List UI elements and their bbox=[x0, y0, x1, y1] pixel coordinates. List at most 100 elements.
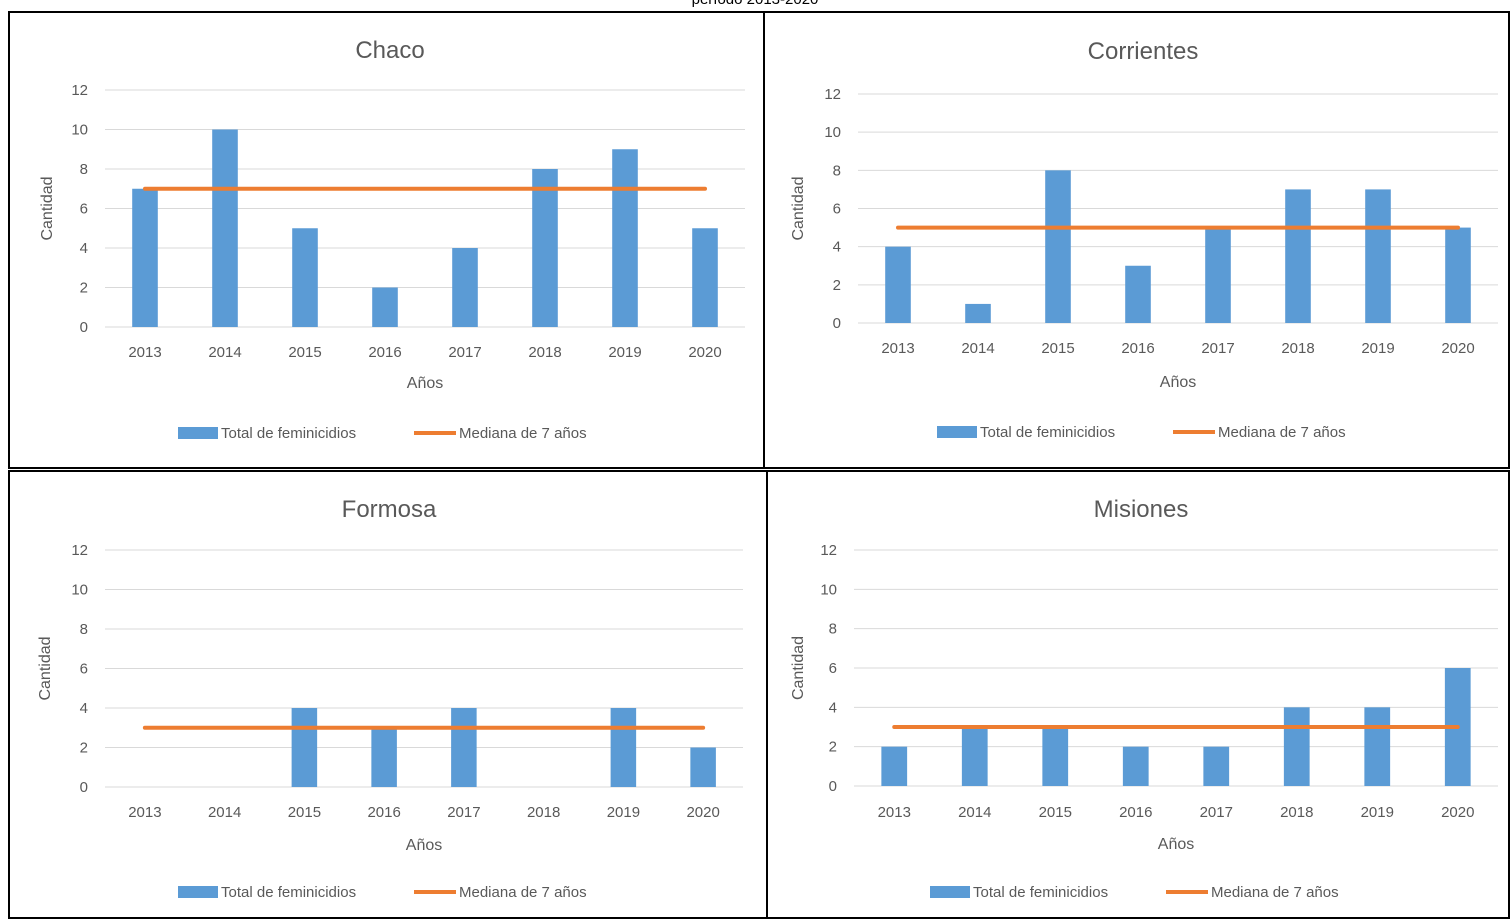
x-tick-label: 2016 bbox=[1121, 340, 1154, 357]
x-tick-label: 2013 bbox=[881, 340, 914, 357]
x-tick-label: 2020 bbox=[688, 344, 721, 361]
x-tick-label: 2014 bbox=[958, 804, 991, 821]
y-tick-label: 12 bbox=[71, 542, 88, 559]
y-tick-label: 12 bbox=[820, 542, 837, 559]
bar bbox=[132, 188, 158, 327]
bar bbox=[1445, 227, 1471, 323]
chart-panel-misiones: Misiones 0 2 4 6 8 10 12 Cantidad 2013 2014 2015 201… bbox=[766, 470, 1510, 919]
y-tick-label: 12 bbox=[824, 86, 841, 103]
x-tick-label: 2019 bbox=[607, 804, 640, 821]
legend-bar-swatch bbox=[930, 886, 970, 898]
bar bbox=[961, 727, 988, 786]
x-tick-label: 2014 bbox=[208, 344, 241, 361]
chart-title: Formosa bbox=[342, 496, 437, 523]
bar bbox=[372, 287, 398, 327]
legend: Total de feminicidios Mediana de 7 años bbox=[930, 884, 1339, 901]
x-tick-label: 2013 bbox=[128, 344, 161, 361]
chart-svg: Corrientes 0 2 4 6 8 10 12 Cantidad 2013 2014 2015 2… bbox=[790, 38, 1498, 441]
legend-bar-swatch bbox=[178, 886, 218, 898]
bar bbox=[885, 246, 911, 323]
bar bbox=[212, 129, 238, 327]
legend: Total de feminicidios Mediana de 7 años bbox=[178, 884, 587, 901]
x-tick-label: 2013 bbox=[128, 804, 161, 821]
y-tick-label: 2 bbox=[80, 740, 88, 757]
y-tick-label: 6 bbox=[80, 201, 88, 218]
chart-panel-chaco: Chaco 0 2 4 6 8 10 12 Cantidad 2013 2014 2015 2016 20… bbox=[8, 11, 765, 469]
y-tick-label: 8 bbox=[80, 621, 88, 638]
x-tick-label: 2019 bbox=[608, 344, 641, 361]
y-tick-label: 4 bbox=[833, 239, 841, 256]
y-tick-label: 10 bbox=[820, 581, 837, 598]
chart-title: Corrientes bbox=[1088, 38, 1199, 65]
legend-line-label: Mediana de 7 años bbox=[459, 884, 587, 901]
y-tick-label: 10 bbox=[71, 122, 88, 139]
y-tick-label: 10 bbox=[824, 124, 841, 141]
y-tick-label: 4 bbox=[80, 240, 88, 257]
bar bbox=[1205, 227, 1231, 323]
legend-bar-label: Total de feminicidios bbox=[973, 884, 1108, 901]
x-axis-label: Años bbox=[1158, 836, 1194, 853]
x-tick-label: 2015 bbox=[288, 804, 321, 821]
bar bbox=[452, 248, 478, 327]
x-tick-label: 2019 bbox=[1361, 340, 1394, 357]
y-tick-label: 10 bbox=[71, 582, 88, 599]
y-tick-label: 8 bbox=[833, 162, 841, 179]
y-tick-label: 0 bbox=[80, 319, 88, 336]
bar bbox=[965, 303, 991, 323]
x-tick-label: 2018 bbox=[1280, 804, 1313, 821]
y-tick-label: 4 bbox=[829, 699, 837, 716]
x-tick-label: 2020 bbox=[686, 804, 719, 821]
bar bbox=[1365, 189, 1391, 323]
y-tick-label: 4 bbox=[80, 700, 88, 717]
bar bbox=[1125, 265, 1151, 323]
x-axis-label: Años bbox=[407, 375, 443, 392]
chart-title: Chaco bbox=[355, 37, 424, 64]
y-tick-label: 2 bbox=[80, 280, 88, 297]
y-tick-label: 0 bbox=[80, 779, 88, 796]
x-tick-label: 2016 bbox=[1119, 804, 1152, 821]
x-axis-label: Años bbox=[406, 837, 442, 854]
legend-line-label: Mediana de 7 años bbox=[459, 425, 587, 442]
bar bbox=[291, 708, 318, 787]
legend-bar-label: Total de feminicidios bbox=[980, 424, 1115, 441]
x-tick-label: 2018 bbox=[1281, 340, 1314, 357]
y-tick-label: 6 bbox=[80, 661, 88, 678]
x-tick-label: 2020 bbox=[1441, 340, 1474, 357]
chart-grid: Chaco 0 2 4 6 8 10 12 Cantidad 2013 2014 2015 2016 20… bbox=[8, 11, 1510, 919]
x-tick-label: 2015 bbox=[288, 344, 321, 361]
x-tick-label: 2017 bbox=[448, 344, 481, 361]
bar bbox=[371, 727, 397, 787]
y-axis-label: Cantidad bbox=[790, 176, 807, 240]
y-tick-label: 0 bbox=[829, 778, 837, 795]
bar bbox=[881, 746, 908, 786]
bar bbox=[1042, 727, 1069, 786]
x-tick-label: 2018 bbox=[528, 344, 561, 361]
bar bbox=[1045, 170, 1071, 323]
chart-title: Misiones bbox=[1094, 496, 1189, 523]
chart-panel-corrientes: Corrientes 0 2 4 6 8 10 12 Cantidad 2013 2014 2015 2… bbox=[763, 11, 1510, 469]
legend: Total de feminicidios Mediana de 7 años bbox=[937, 424, 1346, 441]
x-tick-label: 2017 bbox=[1200, 804, 1233, 821]
x-tick-label: 2020 bbox=[1441, 804, 1474, 821]
x-tick-label: 2014 bbox=[208, 804, 241, 821]
chart-svg: Chaco 0 2 4 6 8 10 12 Cantidad 2013 2014 2015 2016 20… bbox=[39, 37, 745, 442]
y-tick-label: 2 bbox=[833, 277, 841, 294]
bar bbox=[1203, 746, 1230, 786]
bar bbox=[532, 169, 558, 327]
x-tick-label: 2016 bbox=[368, 344, 401, 361]
y-tick-label: 2 bbox=[829, 739, 837, 756]
legend-line-label: Mediana de 7 años bbox=[1211, 884, 1339, 901]
legend-bar-swatch bbox=[178, 427, 218, 439]
x-tick-label: 2019 bbox=[1361, 804, 1394, 821]
x-tick-label: 2018 bbox=[527, 804, 560, 821]
legend: Total de feminicidios Mediana de 7 años bbox=[178, 425, 587, 442]
y-axis-label: Cantidad bbox=[39, 176, 56, 240]
y-tick-label: 8 bbox=[80, 161, 88, 178]
bar bbox=[1283, 707, 1310, 786]
x-tick-label: 2016 bbox=[367, 804, 400, 821]
bar bbox=[610, 708, 637, 787]
y-tick-label: 8 bbox=[829, 621, 837, 638]
page-caption: período 2013-2020 bbox=[0, 0, 1510, 10]
y-tick-label: 0 bbox=[833, 315, 841, 332]
y-tick-label: 6 bbox=[833, 201, 841, 218]
